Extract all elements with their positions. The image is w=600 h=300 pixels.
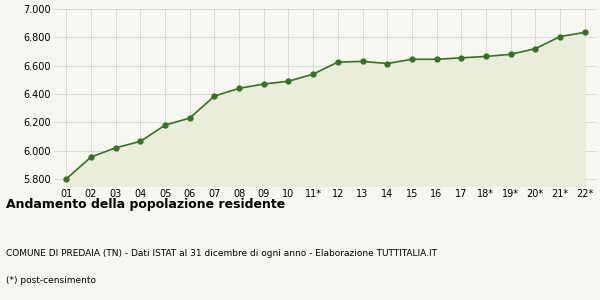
Text: (*) post-censimento: (*) post-censimento [6,276,96,285]
Text: Andamento della popolazione residente: Andamento della popolazione residente [6,198,285,211]
Text: COMUNE DI PREDAIA (TN) - Dati ISTAT al 31 dicembre di ogni anno - Elaborazione T: COMUNE DI PREDAIA (TN) - Dati ISTAT al 3… [6,249,437,258]
